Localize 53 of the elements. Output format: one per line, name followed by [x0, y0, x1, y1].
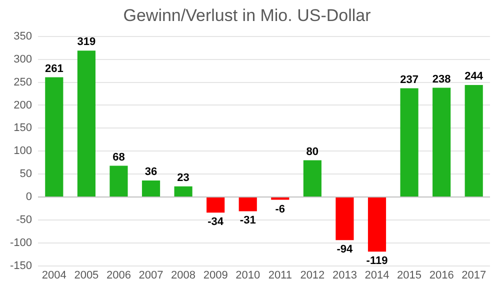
bar	[303, 160, 322, 196]
y-tick-label: -150	[10, 260, 32, 272]
x-tick-label: 2014	[364, 269, 390, 282]
y-tick-label: 50	[20, 168, 32, 180]
y-tick-label: 0	[26, 191, 32, 204]
x-tick-label: 2013	[332, 269, 357, 282]
data-label: 319	[77, 36, 96, 48]
bar	[336, 197, 354, 240]
y-tick-label: 150	[14, 122, 32, 134]
y-tick-label: 350	[14, 30, 32, 42]
x-tick-label: 2004	[42, 269, 66, 282]
y-tick-label: -100	[10, 236, 32, 249]
data-label: 244	[464, 70, 484, 83]
bar	[110, 166, 128, 196]
data-label: -119	[366, 255, 388, 268]
bar	[206, 197, 225, 213]
bar	[400, 88, 418, 196]
data-label: 68	[112, 151, 125, 164]
data-label: -31	[240, 214, 256, 227]
bar	[45, 77, 64, 196]
x-tick-label: 2017	[462, 269, 486, 282]
data-label: 36	[144, 166, 158, 178]
data-label: 80	[306, 146, 319, 158]
x-tick-label: 2006	[106, 269, 131, 282]
x-tick-label: 2007	[138, 269, 164, 282]
x-tick-label: 2010	[236, 269, 260, 282]
y-tick-label: 100	[14, 145, 32, 158]
data-label: 23	[177, 172, 190, 184]
x-tick-label: 2009	[203, 269, 228, 282]
x-tick-label: 2016	[429, 269, 454, 282]
data-label: -94	[336, 244, 354, 256]
data-label: -34	[208, 216, 224, 228]
data-label: 238	[432, 73, 451, 86]
y-tick-label: 250	[14, 76, 32, 88]
bar	[142, 180, 160, 196]
x-tick-label: 2015	[397, 269, 422, 282]
bar	[174, 186, 192, 196]
data-label: -6	[275, 203, 286, 216]
bar	[77, 50, 96, 196]
chart-title: Gewinn/Verlust in Mio. US-Dollar	[123, 6, 372, 25]
bar	[238, 197, 257, 212]
x-tick-label: 2008	[171, 269, 196, 282]
x-tick-label: 2005	[74, 269, 99, 282]
bar	[432, 88, 451, 196]
data-label: 261	[44, 62, 64, 75]
y-tick-label: 300	[14, 53, 32, 66]
y-tick-label: 200	[14, 99, 32, 112]
x-tick-label: 2012	[300, 269, 325, 282]
y-tick-label: -50	[16, 214, 32, 226]
x-tick-label: 2011	[268, 269, 292, 282]
bar	[368, 197, 386, 252]
bar	[464, 85, 483, 196]
data-label: 237	[400, 74, 418, 86]
